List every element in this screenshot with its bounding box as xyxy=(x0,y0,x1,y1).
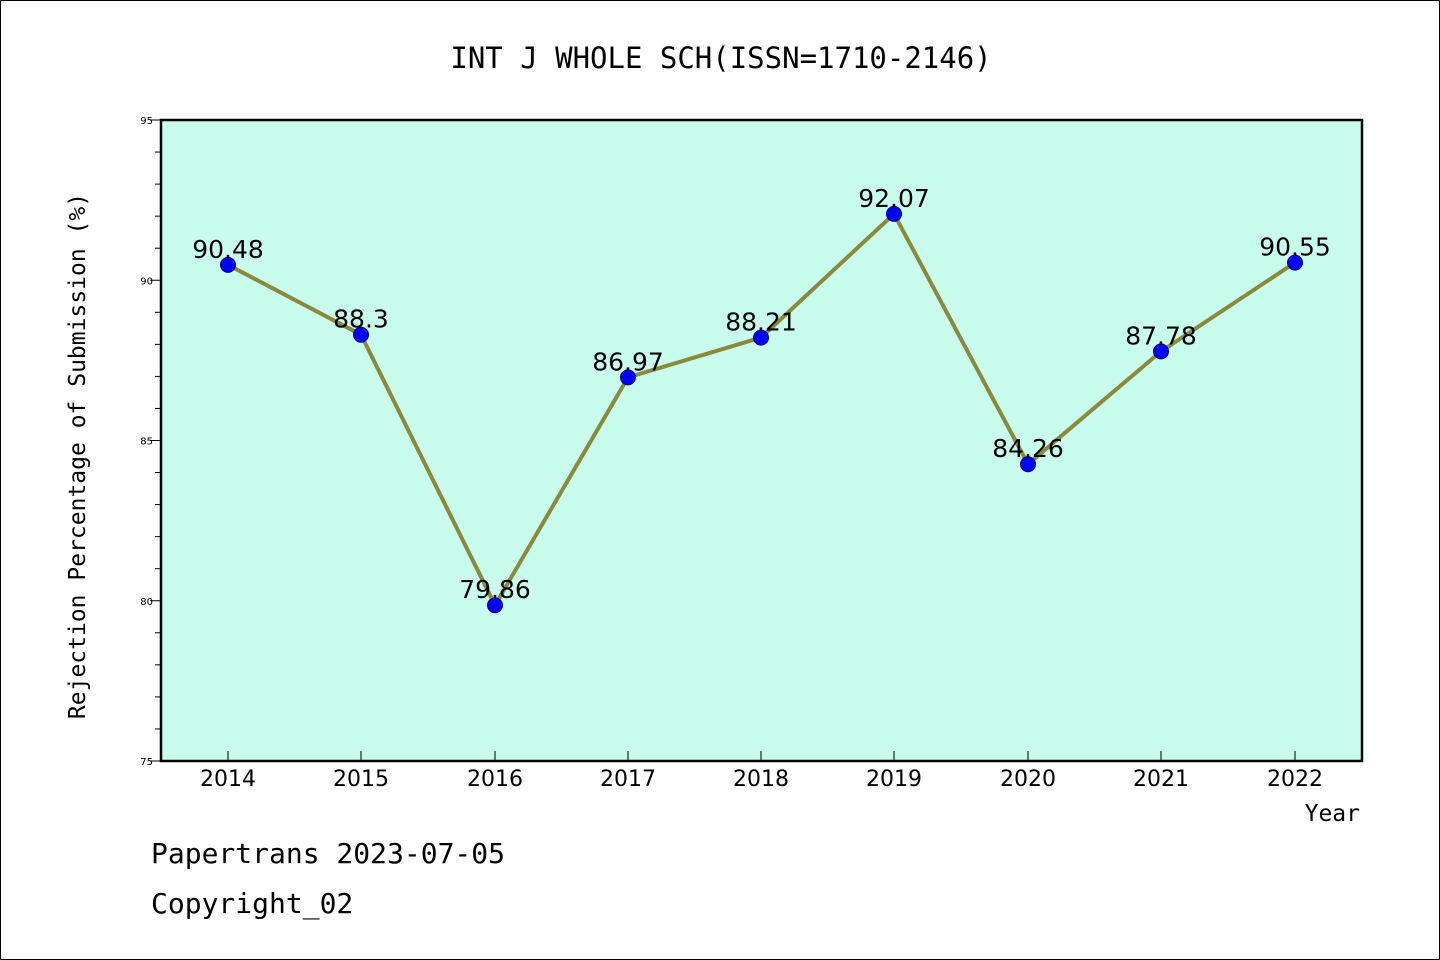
data-point-marker xyxy=(353,326,369,343)
y-tick-label: 90 xyxy=(140,276,153,287)
x-tick-label: 2015 xyxy=(333,767,389,792)
y-axis-label: Rejection Percentage of Submission (%) xyxy=(65,193,91,719)
series-group: 90.48 88.3 79.86 86.97 88.21 92.07 84.26 87.78 9… xyxy=(192,184,1331,614)
data-label: 88.3 xyxy=(333,305,389,334)
data-point-marker xyxy=(753,329,769,346)
data-point-marker xyxy=(1153,343,1169,360)
y-axis-ticks: 75 80 85 90 95 xyxy=(140,116,161,768)
data-label: 79.86 xyxy=(459,575,531,604)
x-axis-ticks: 2014 2015 2016 2017 2018 2019 2020 2021 2022 xyxy=(200,751,1323,792)
data-point-marker xyxy=(1020,456,1036,473)
data-point-marker xyxy=(620,369,636,386)
x-tick-label: 2014 xyxy=(200,767,256,792)
data-point-marker xyxy=(220,256,236,273)
x-tick-label: 2019 xyxy=(866,767,922,792)
data-label: 92.07 xyxy=(858,184,930,213)
x-tick-label: 2022 xyxy=(1267,767,1323,792)
data-point-marker xyxy=(886,205,902,222)
data-label: 86.97 xyxy=(592,347,664,376)
chart-title: INT J WHOLE SCH(ISSN=1710-2146) xyxy=(450,41,991,75)
data-label: 84.26 xyxy=(992,434,1064,463)
data-point-marker xyxy=(1287,254,1303,271)
y-tick-label: 85 xyxy=(140,437,153,448)
x-tick-label: 2017 xyxy=(600,767,656,792)
x-tick-label: 2021 xyxy=(1133,767,1189,792)
footer-copyright-line: Copyright_02 xyxy=(151,887,354,920)
y-tick-label: 95 xyxy=(140,116,153,127)
plot-area xyxy=(161,120,1362,761)
y-tick-label: 75 xyxy=(140,757,153,768)
data-point-marker xyxy=(487,597,503,614)
data-label: 90.55 xyxy=(1259,233,1331,262)
data-label: 87.78 xyxy=(1125,321,1197,350)
plot-frame xyxy=(159,118,1364,763)
x-tick-label: 2020 xyxy=(1000,767,1056,792)
x-tick-label: 2016 xyxy=(467,767,523,792)
footer-date-line: Papertrans 2023-07-05 xyxy=(151,837,506,870)
data-label: 90.48 xyxy=(192,235,264,264)
data-label: 88.21 xyxy=(725,308,797,337)
y-tick-label: 80 xyxy=(140,597,153,608)
x-axis-label: Year xyxy=(1305,801,1360,827)
x-tick-label: 2018 xyxy=(733,767,789,792)
